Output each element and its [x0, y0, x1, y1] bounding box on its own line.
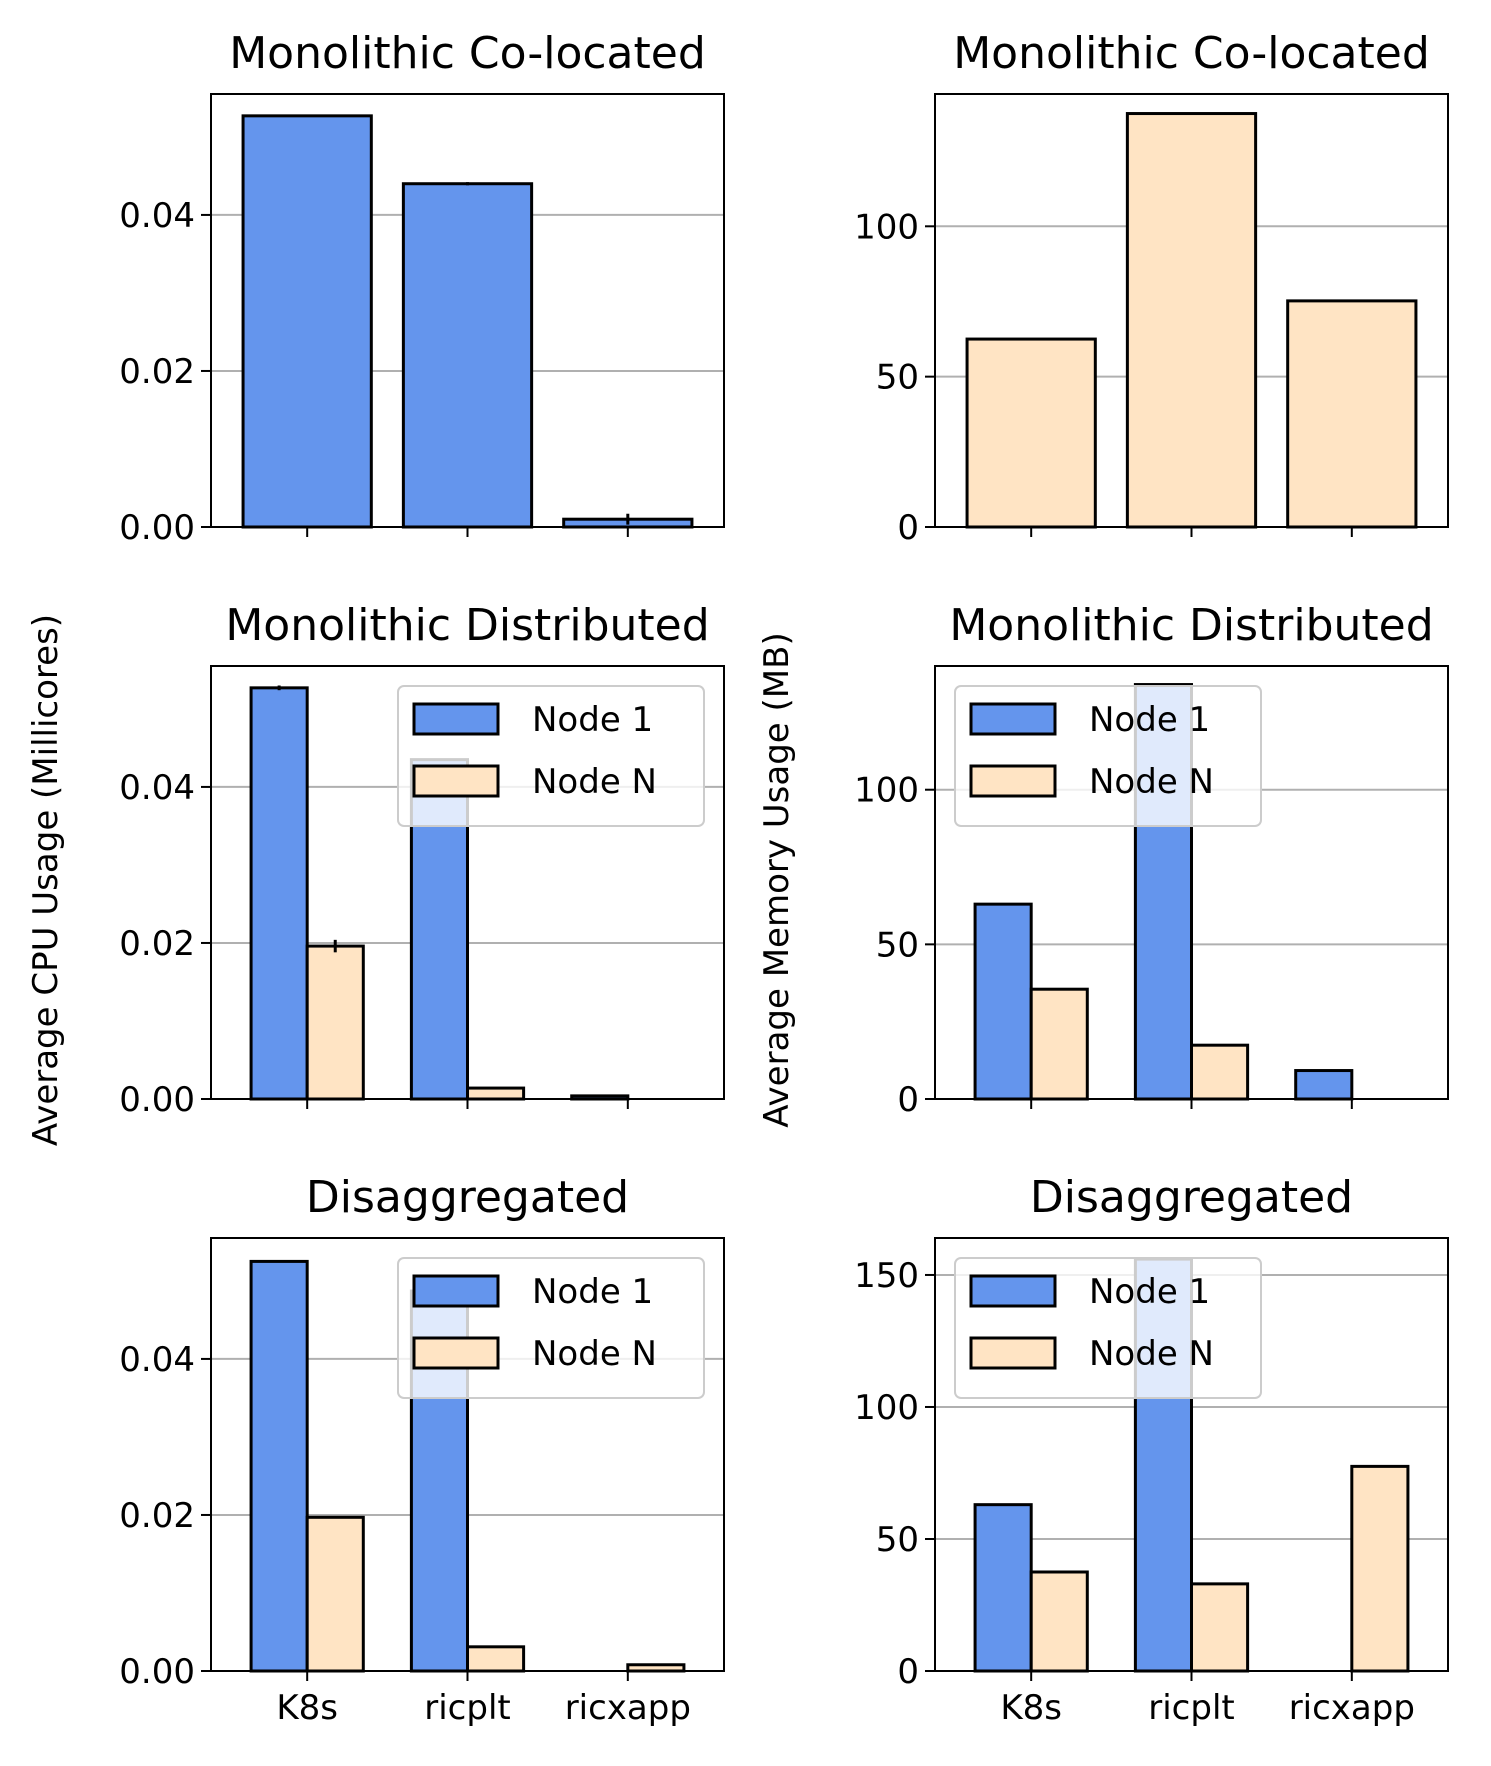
- x-tick-label-ricxapp: ricxapp: [565, 1688, 691, 1728]
- bar-node-1-ricxapp: [1294, 1069, 1354, 1101]
- legend-label-node-n: Node N: [532, 1334, 657, 1374]
- mem-disagg-chart: 0 50 100 150 K8s ricplt ricxapp Disaggregated No…: [854, 1172, 1449, 1728]
- chart-title: Monolithic Co-located: [953, 28, 1430, 79]
- y-tick-label: 50: [876, 358, 919, 398]
- y-tick-label: 0: [897, 1652, 919, 1692]
- mem-mono-dist-chart: 0 50 100 Monolithic Distributed Node 1 Node N: [854, 600, 1449, 1120]
- bar-node-n-ricplt: [1190, 1582, 1250, 1673]
- cpu-mono-dist-chart: 0.00 0.02 0.04 Monolithic Distributed Node 1…: [119, 600, 725, 1120]
- chart-title: Monolithic Co-located: [229, 28, 706, 79]
- bar-node-n-k8s: [305, 1515, 365, 1673]
- y-tick-label: 0: [897, 508, 919, 548]
- y-tick-label: 0.00: [119, 1652, 195, 1692]
- cpu-y-axis-label: Average CPU Usage (Millicores): [26, 614, 66, 1146]
- y-tick-label: 0.00: [119, 508, 195, 548]
- legend-swatch-node-n: [969, 764, 1057, 798]
- legend-label-node-1: Node 1: [1089, 700, 1210, 740]
- y-tick-label: 0.02: [119, 352, 195, 392]
- legend-swatch-node-n: [412, 764, 500, 798]
- legend-label-node-n: Node N: [1089, 762, 1214, 802]
- x-tick-label-ricxapp: ricxapp: [1289, 1688, 1415, 1728]
- y-tick-label: 0.04: [119, 196, 195, 236]
- y-tick-label: 150: [854, 1256, 919, 1296]
- bar-node-1-k8s: [249, 686, 309, 1101]
- cpu-disagg-chart: 0.00 0.02 0.04 K8s ricplt ricxapp Disaggregate…: [119, 1172, 725, 1728]
- x-tick-label-k8s: K8s: [1000, 1688, 1062, 1728]
- bar-node-n-ricxapp: [1350, 1464, 1410, 1673]
- chart-title: Disaggregated: [306, 1172, 629, 1223]
- bar-node-1-k8s: [249, 1259, 309, 1673]
- chart-title: Monolithic Distributed: [225, 600, 709, 651]
- chart-title: Monolithic Distributed: [949, 600, 1433, 651]
- y-tick-label: 50: [876, 1520, 919, 1560]
- mem-mono-coloc-chart: 0 50 100 Monolithic Co-located: [854, 28, 1449, 548]
- bar-node-n-ricplt: [466, 1645, 526, 1673]
- legend-swatch-node-n: [412, 1336, 500, 1370]
- legend-label-node-1: Node 1: [1089, 1272, 1210, 1312]
- bar-node-n-ricplt: [466, 1086, 526, 1101]
- bar-node-1-k8s: [973, 1503, 1033, 1673]
- bar-node-n-k8s: [305, 944, 365, 1101]
- chart-title: Disaggregated: [1030, 1172, 1353, 1223]
- y-tick-label: 0.04: [119, 1340, 195, 1380]
- y-tick-label: 0: [897, 1080, 919, 1120]
- y-tick-label: 100: [854, 1388, 919, 1428]
- bar-value-ricxapp: [1286, 299, 1418, 529]
- bar-value-ricplt: [401, 182, 534, 529]
- legend-swatch-node-1: [412, 702, 500, 736]
- y-tick-label: 100: [854, 771, 919, 811]
- legend-label-node-1: Node 1: [532, 1272, 653, 1312]
- bar-node-n-k8s: [1029, 987, 1089, 1101]
- y-tick-label: 0.04: [119, 768, 195, 808]
- legend-label-node-n: Node N: [1089, 1334, 1214, 1374]
- x-tick-label-ricplt: ricplt: [424, 1688, 510, 1728]
- bar-value-k8s: [241, 114, 373, 529]
- legend-label-node-1: Node 1: [532, 700, 653, 740]
- bar-node-1-k8s: [973, 902, 1033, 1101]
- bar-node-n-k8s: [1029, 1570, 1089, 1673]
- bar-value-k8s: [965, 337, 1097, 529]
- bar-node-n-ricplt: [1190, 1043, 1250, 1101]
- legend-label-node-n: Node N: [532, 762, 657, 802]
- memory-y-axis-label: Average Memory Usage (MB): [757, 632, 797, 1127]
- y-tick-label: 0.00: [119, 1080, 195, 1120]
- y-tick-label: 0.02: [119, 924, 195, 964]
- legend-swatch-node-n: [969, 1336, 1057, 1370]
- legend-swatch-node-1: [969, 1274, 1057, 1308]
- legend-swatch-node-1: [969, 702, 1057, 736]
- x-tick-label-k8s: K8s: [276, 1688, 338, 1728]
- y-tick-label: 50: [876, 925, 919, 965]
- legend-swatch-node-1: [412, 1274, 500, 1308]
- y-tick-label: 100: [854, 207, 919, 247]
- bar-value-ricplt: [1125, 112, 1258, 529]
- x-tick-label-ricplt: ricplt: [1148, 1688, 1234, 1728]
- cpu-mono-coloc-chart: 0.00 0.02 0.04 Monolithic Co-located: [119, 28, 725, 548]
- y-tick-label: 0.02: [119, 1496, 195, 1536]
